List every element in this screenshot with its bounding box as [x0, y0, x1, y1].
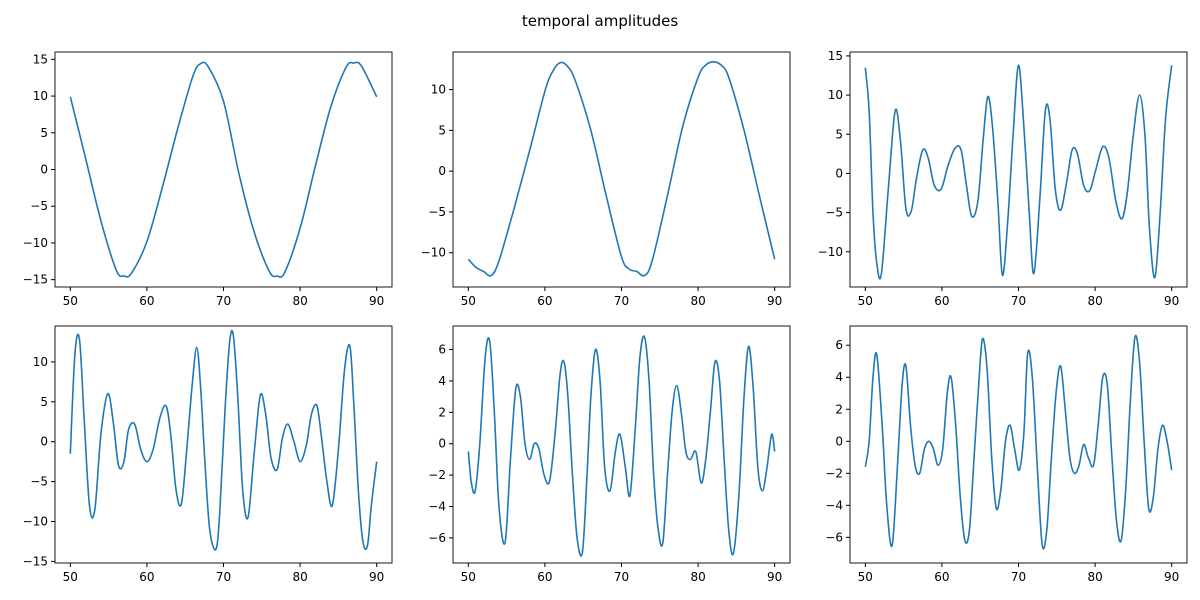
series-line [69, 61, 378, 278]
y-tick-label: −5 [30, 199, 48, 213]
series-line [467, 60, 776, 277]
y-tick-label: 5 [438, 123, 446, 137]
axes-frame [452, 51, 791, 288]
x-tick-label: 70 [614, 570, 629, 584]
y-tick-label: 0 [835, 166, 843, 180]
y-tick-label: −10 [818, 245, 843, 259]
axes-frame [54, 325, 393, 564]
y-tick-label: 10 [431, 83, 446, 97]
y-tick-label: 0 [40, 435, 48, 449]
subplot-4: 50 60 70 80 90 −15 −10 −5 0 5 10 [23, 325, 393, 584]
x-tick-label: 60 [139, 294, 154, 308]
x-tick-label: 50 [461, 570, 476, 584]
series-line [69, 329, 378, 551]
y-tick-label: 4 [438, 374, 446, 388]
y-tick-label: −2 [825, 466, 843, 480]
x-tick-label: 60 [934, 294, 949, 308]
x-tick-label: 80 [292, 570, 307, 584]
x-tick-label: 70 [216, 294, 231, 308]
y-tick-label: −2 [428, 468, 446, 482]
y-tick-label: 0 [835, 434, 843, 448]
subplot-2: 50 60 70 80 90 −10 −5 0 5 10 [421, 51, 791, 308]
y-tick-label: 10 [828, 88, 843, 102]
figure-title: temporal amplitudes [522, 12, 679, 30]
y-tick-label: −5 [428, 205, 446, 219]
x-tick-label: 80 [1087, 570, 1102, 584]
x-tick-label: 90 [369, 570, 384, 584]
x-tick-label: 80 [1087, 294, 1102, 308]
y-tick-label: 5 [835, 127, 843, 141]
series-line [864, 334, 1173, 550]
subplot-3: 50 60 70 80 90 −10 −5 0 5 10 15 [818, 49, 1188, 308]
subplot-5: 50 60 70 80 90 −6 −4 −2 0 2 4 6 [428, 325, 791, 584]
y-tick-label: 0 [438, 437, 446, 451]
x-tick-label: 80 [690, 570, 705, 584]
series-line [864, 64, 1173, 280]
subplot-1: 50 60 70 80 90 −15 −10 −5 0 5 10 15 [23, 51, 393, 308]
subplot-6: 50 60 70 80 90 −6 −4 −2 0 2 4 6 [825, 325, 1188, 584]
x-tick-label: 50 [63, 570, 78, 584]
x-tick-label: 50 [858, 570, 873, 584]
x-tick-label: 50 [63, 294, 78, 308]
y-tick-label: −10 [421, 246, 446, 260]
axes-frame [452, 325, 791, 564]
y-tick-label: 15 [828, 49, 843, 63]
y-tick-label: −4 [428, 499, 446, 513]
y-tick-label: 0 [40, 163, 48, 177]
x-tick-label: 50 [858, 294, 873, 308]
x-tick-label: 70 [614, 294, 629, 308]
y-tick-label: 10 [33, 355, 48, 369]
x-tick-label: 60 [139, 570, 154, 584]
x-tick-label: 90 [767, 294, 782, 308]
y-tick-label: −5 [30, 475, 48, 489]
x-tick-label: 90 [369, 294, 384, 308]
x-tick-label: 60 [537, 294, 552, 308]
y-tick-label: 2 [438, 405, 446, 419]
y-tick-label: −15 [23, 273, 48, 287]
y-tick-label: −6 [825, 530, 843, 544]
x-tick-label: 90 [1164, 570, 1179, 584]
axes-frame [849, 51, 1188, 288]
y-tick-label: 5 [40, 126, 48, 140]
x-tick-label: 70 [1011, 294, 1026, 308]
x-tick-label: 60 [537, 570, 552, 584]
x-tick-label: 70 [216, 570, 231, 584]
x-tick-label: 80 [292, 294, 307, 308]
y-tick-label: −6 [428, 531, 446, 545]
y-tick-label: 0 [438, 164, 446, 178]
y-tick-label: −10 [23, 236, 48, 250]
x-tick-label: 90 [767, 570, 782, 584]
y-tick-label: 2 [835, 402, 843, 416]
x-tick-label: 70 [1011, 570, 1026, 584]
series-line [467, 335, 776, 557]
y-tick-label: 15 [33, 52, 48, 66]
y-tick-label: −10 [23, 515, 48, 529]
y-tick-label: 10 [33, 89, 48, 103]
x-tick-label: 80 [690, 294, 705, 308]
x-tick-label: 50 [461, 294, 476, 308]
axes-frame [54, 51, 393, 288]
y-tick-label: −4 [825, 498, 843, 512]
y-tick-label: 4 [835, 370, 843, 384]
y-tick-label: −15 [23, 554, 48, 568]
y-tick-label: 6 [835, 338, 843, 352]
y-tick-label: −5 [825, 206, 843, 220]
y-tick-label: 6 [438, 343, 446, 357]
axes-frame [849, 325, 1188, 564]
x-tick-label: 90 [1164, 294, 1179, 308]
x-tick-label: 60 [934, 570, 949, 584]
y-tick-label: 5 [40, 395, 48, 409]
